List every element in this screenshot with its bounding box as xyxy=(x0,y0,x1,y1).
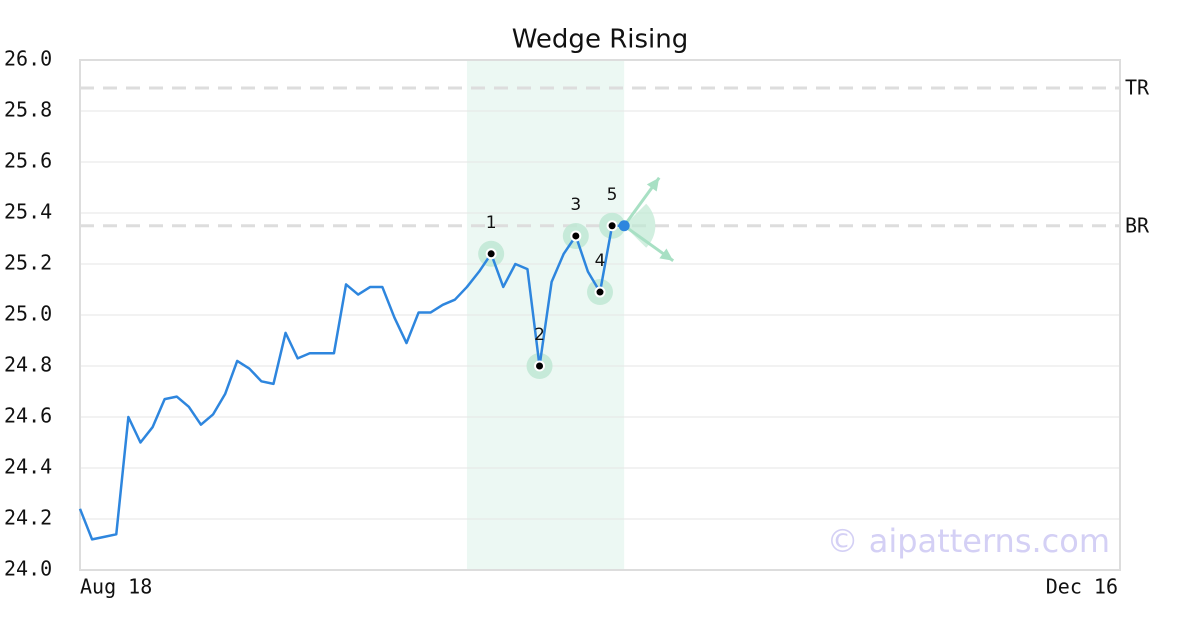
x-tick-label: Aug 18 xyxy=(80,575,152,599)
arrow-head xyxy=(659,248,674,261)
y-tick-label: 24.8 xyxy=(4,353,52,377)
arrow-head xyxy=(646,177,660,192)
pattern-label: 2 xyxy=(534,325,545,345)
plot-border xyxy=(79,59,1121,571)
last-point xyxy=(618,220,630,232)
price-line xyxy=(78,224,625,541)
pattern-label: 5 xyxy=(607,185,618,205)
y-tick-label: 25.6 xyxy=(4,149,52,173)
y-tick-label: 24.6 xyxy=(4,404,52,428)
pattern-label: 4 xyxy=(595,251,606,271)
y-tick-label: 25.2 xyxy=(4,251,52,275)
y-tick-label: 24.2 xyxy=(4,506,52,530)
y-tick-label: 24.4 xyxy=(4,455,52,479)
y-tick-label: 25.8 xyxy=(4,98,52,122)
y-tick-label: 24.0 xyxy=(4,557,52,581)
pattern-label: 1 xyxy=(486,213,497,233)
pattern-point xyxy=(534,360,546,372)
y-tick-label: 25.4 xyxy=(4,200,52,224)
y-tick-label: 26.0 xyxy=(4,47,52,71)
pattern-point xyxy=(594,286,606,298)
level-label: BR xyxy=(1125,213,1150,237)
x-tick-label: Dec 16 xyxy=(1046,575,1118,599)
level-label: TR xyxy=(1125,76,1150,100)
watermark: © aipatterns.com xyxy=(827,522,1110,560)
pattern-point xyxy=(570,230,582,242)
direction-fan xyxy=(624,203,656,248)
pattern-point xyxy=(606,220,618,232)
chart-title: Wedge Rising xyxy=(512,25,689,55)
pattern-point xyxy=(485,248,497,260)
pattern-label: 3 xyxy=(570,195,581,215)
y-tick-label: 25.0 xyxy=(4,302,52,326)
